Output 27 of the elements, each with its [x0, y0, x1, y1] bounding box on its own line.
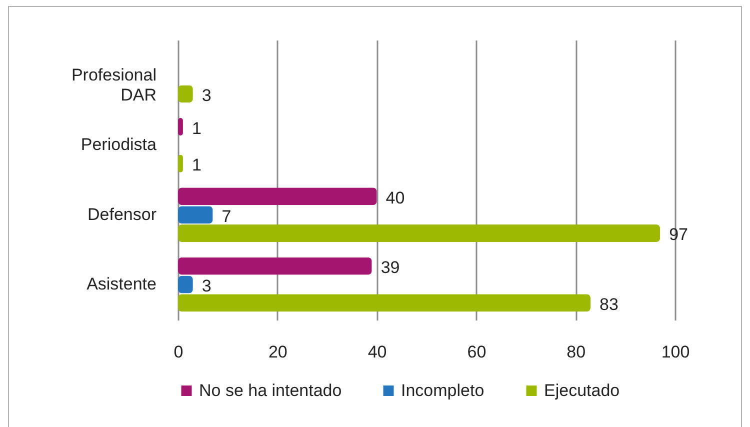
legend-label: Ejecutado	[544, 380, 620, 400]
x-tick-label: 80	[566, 342, 586, 362]
legend-label: No se ha intentado	[199, 380, 342, 400]
legend-label: Incompleto	[401, 380, 484, 400]
bar	[178, 206, 213, 224]
x-tick-label: 0	[174, 342, 184, 362]
x-tick-label: 60	[467, 342, 486, 362]
bar	[178, 188, 377, 206]
data-label: 7	[222, 206, 232, 226]
data-label: 3	[202, 86, 212, 105]
data-label: 1	[192, 156, 202, 175]
data-label: 83	[600, 294, 618, 314]
x-tick-label: 20	[268, 342, 288, 362]
data-label: 97	[669, 225, 688, 244]
data-label: 40	[386, 188, 405, 208]
y-tick-label: Asistente	[86, 274, 156, 294]
x-tick-label: 100	[661, 342, 690, 362]
data-label: 39	[380, 258, 400, 278]
bar	[178, 294, 591, 312]
data-label: 1	[192, 118, 202, 138]
y-tick-label: Periodista	[80, 135, 158, 154]
y-tick-label: Profesional DAR	[71, 66, 156, 105]
y-tick-label: Defensor	[88, 204, 157, 224]
bar	[178, 257, 372, 275]
data-label: 3	[202, 276, 212, 296]
x-tick-label: 40	[368, 342, 387, 362]
bar	[178, 224, 660, 242]
